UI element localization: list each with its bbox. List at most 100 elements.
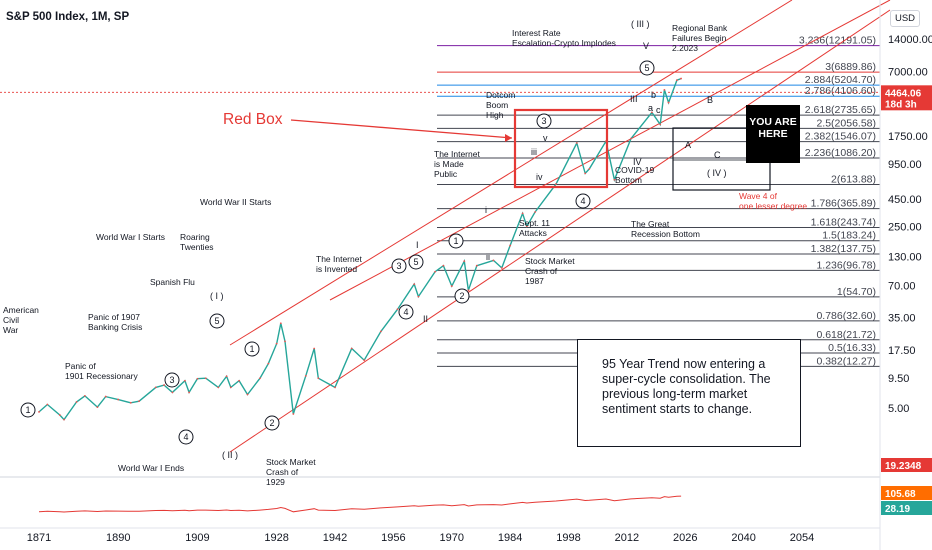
wave-circle: 2 bbox=[454, 288, 470, 304]
price-point bbox=[46, 403, 49, 406]
wave-circle-label: 3 bbox=[396, 261, 401, 271]
price-tag[interactable]: 28.19 bbox=[881, 501, 932, 515]
wave-circle: 3 bbox=[164, 372, 180, 388]
price-point bbox=[417, 295, 420, 298]
price-point bbox=[138, 400, 140, 403]
price-point bbox=[188, 391, 191, 394]
price-point bbox=[588, 167, 591, 170]
price-tag-sub: 18d 3h bbox=[885, 99, 917, 110]
fib-levels: 3.236(12191.05)3(6889.86)2.884(5204.70)2… bbox=[437, 35, 880, 367]
trend-note: 95 Year Trend now entering a super-cycle… bbox=[577, 339, 801, 447]
price-point bbox=[584, 172, 587, 175]
channel-upper bbox=[229, 0, 793, 346]
price-point bbox=[204, 377, 207, 380]
price-line bbox=[38, 77, 682, 421]
axis-unit[interactable]: USD bbox=[890, 10, 920, 27]
price-point bbox=[225, 375, 228, 378]
wave-circle: 4 bbox=[178, 429, 194, 445]
annotations: Red Box American Civil War Panic of 1901 Rece… bbox=[3, 19, 807, 487]
event-annotation: Interest Rate Escalation-Crypto Implodes bbox=[512, 28, 616, 48]
wave-label: a bbox=[648, 103, 653, 113]
red-box bbox=[513, 108, 609, 189]
you-are-here-box: YOU ARE HERE bbox=[746, 105, 800, 163]
red-box-arrow bbox=[290, 119, 513, 139]
price-point bbox=[229, 386, 232, 389]
price-point bbox=[104, 395, 107, 398]
wave-circle: 5 bbox=[408, 254, 424, 270]
wave-label: ( IV ) bbox=[707, 168, 727, 178]
y-tick-label: 250.00 bbox=[888, 221, 922, 233]
price-point bbox=[680, 77, 682, 80]
x-tick-label: 1909 bbox=[185, 532, 209, 544]
wave-label: ii bbox=[486, 252, 490, 262]
event-annotation: World War I Starts bbox=[96, 232, 165, 242]
y-tick-label: 7000.00 bbox=[888, 66, 928, 78]
wave-circle-label: 5 bbox=[413, 257, 418, 267]
fib-label: 3.236(12191.05) bbox=[799, 35, 876, 47]
x-tick-label: 1871 bbox=[27, 532, 51, 544]
wave-label: v bbox=[543, 133, 548, 143]
fib-label: 2.618(2735.65) bbox=[805, 104, 876, 116]
price-tag-label: 105.68 bbox=[885, 489, 916, 500]
fib-label: 0.618(21.72) bbox=[816, 329, 876, 341]
x-tick-label: 2040 bbox=[731, 532, 755, 544]
wave-circle-label: 2 bbox=[269, 418, 274, 428]
fib-label: 2(613.88) bbox=[831, 174, 876, 186]
fib-label: 0.5(16.33) bbox=[828, 342, 876, 354]
trend-channel bbox=[0, 0, 891, 453]
price-point bbox=[663, 89, 666, 91]
price-tag[interactable]: 105.68 bbox=[881, 486, 932, 500]
price-point bbox=[575, 142, 578, 144]
wave-label: B bbox=[707, 95, 713, 105]
event-annotation: American Civil War bbox=[3, 305, 39, 335]
wave-label: ( I ) bbox=[210, 291, 224, 301]
y-tick-label: 1750.00 bbox=[888, 131, 928, 143]
price-point bbox=[196, 377, 199, 380]
event-annotation: World War I Ends bbox=[118, 463, 184, 473]
oscillator-line bbox=[38, 495, 682, 513]
price-point bbox=[163, 384, 165, 386]
price-point bbox=[509, 244, 512, 247]
wave-label: iv bbox=[536, 172, 543, 182]
you-are-here-label: YOU ARE HERE bbox=[749, 116, 797, 140]
wave-label: c bbox=[656, 105, 661, 115]
price-point bbox=[96, 406, 99, 409]
fib-label: 3(6889.86) bbox=[825, 61, 876, 73]
price-point bbox=[313, 347, 316, 350]
wave-circle: 1 bbox=[244, 341, 260, 357]
price-tag-label: 19.2348 bbox=[885, 461, 922, 472]
price-point bbox=[650, 111, 653, 114]
price-point bbox=[350, 347, 353, 350]
x-tick-label: 1890 bbox=[106, 532, 130, 544]
price-point bbox=[450, 285, 453, 287]
event-annotation: Stock Market Crash of 1987 bbox=[525, 256, 575, 286]
price-point bbox=[259, 377, 261, 380]
wave-circle-label: 5 bbox=[644, 63, 649, 73]
fib-label: 1.382(137.75) bbox=[811, 243, 876, 255]
event-annotation: COVID-19 Bottom bbox=[615, 165, 654, 185]
wave-circle-label: 5 bbox=[214, 316, 219, 326]
price-point bbox=[58, 414, 61, 416]
event-annotation: Sept. 11 Attacks bbox=[519, 218, 550, 238]
price-point bbox=[659, 123, 662, 126]
wave-label: V bbox=[643, 41, 649, 51]
price-point bbox=[129, 401, 132, 404]
price-point bbox=[304, 374, 307, 377]
fib-label: 1.618(243.74) bbox=[811, 216, 876, 228]
event-annotation: Panic of 1901 Recessionary bbox=[65, 361, 139, 381]
y-tick-label: 9.50 bbox=[888, 373, 909, 385]
x-tick-label: 2012 bbox=[615, 532, 639, 544]
y-tick-label: 5.00 bbox=[888, 403, 909, 415]
price-point bbox=[555, 183, 557, 185]
price-point bbox=[667, 101, 670, 104]
price-tag[interactable]: 19.2348 bbox=[881, 458, 932, 472]
price-point bbox=[184, 379, 186, 382]
price-point bbox=[217, 386, 220, 389]
wave-circle: 4 bbox=[575, 193, 591, 209]
price-point bbox=[317, 377, 320, 380]
wave-label: i bbox=[485, 205, 487, 215]
x-tick-label: 1928 bbox=[264, 532, 288, 544]
